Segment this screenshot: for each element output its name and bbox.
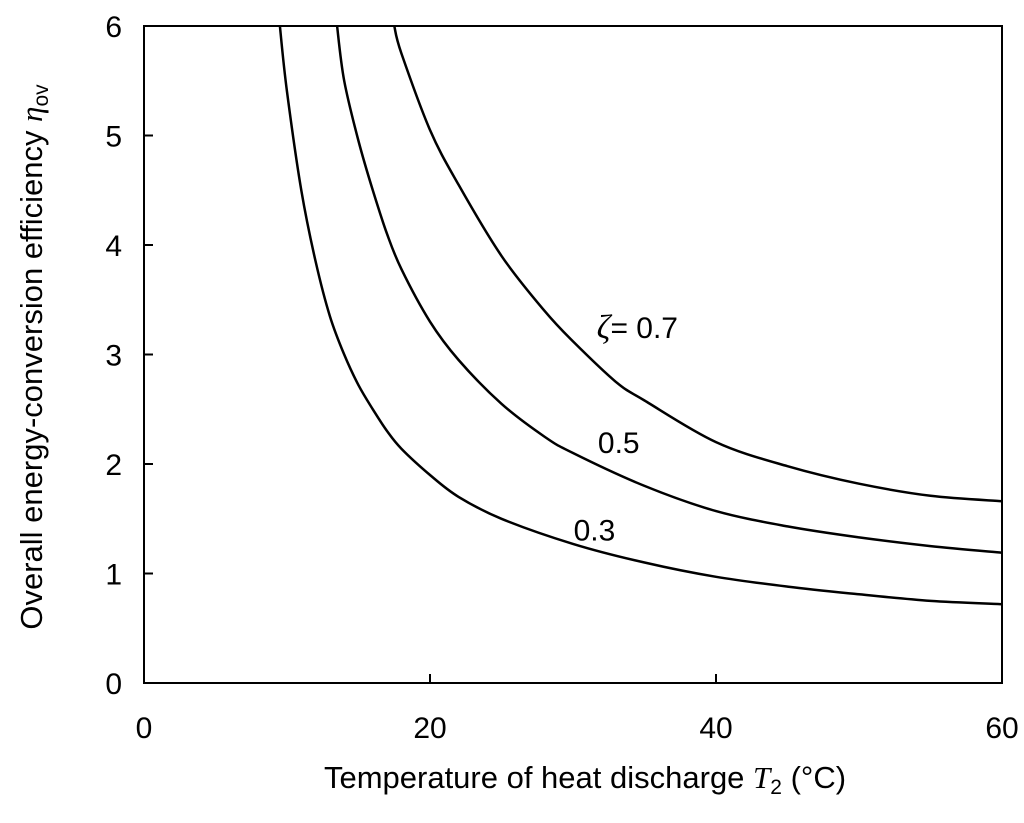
curve-label-0-3: 0.3 xyxy=(574,515,616,548)
series-layer xyxy=(278,25,1003,606)
x-axis-ticks: 0 20 40 60 xyxy=(136,674,1019,745)
y-axis-title: Overall energy-conversion efficiency ηov xyxy=(14,84,53,630)
y-tick-label: 5 xyxy=(105,121,122,154)
x-tick-label: 60 xyxy=(985,712,1018,745)
annotation-layer: ζ= 0.7 0.5 0.3 xyxy=(574,309,678,548)
y-tick-label: 6 xyxy=(105,11,122,44)
y-tick-label: 4 xyxy=(105,230,122,263)
x-tick-label: 0 xyxy=(136,712,153,745)
y-tick-label: 1 xyxy=(105,559,122,592)
series-line-0-7 xyxy=(393,25,1003,503)
x-axis-title: Temperature of heat discharge T2 (°C) xyxy=(324,760,846,799)
y-axis-ticks: 0 1 2 3 4 5 6 xyxy=(105,11,153,701)
series-line-0-5 xyxy=(335,25,1003,554)
x-tick-label: 20 xyxy=(413,712,446,745)
x-tick-label: 40 xyxy=(699,712,732,745)
y-tick-label: 2 xyxy=(105,449,122,482)
y-tick-label: 3 xyxy=(105,340,122,373)
plot-area xyxy=(143,25,1003,684)
curve-label-0-7: ζ= 0.7 xyxy=(597,309,678,346)
y-tick-label: 0 xyxy=(105,668,122,701)
curve-label-0-5: 0.5 xyxy=(598,427,640,460)
series-line-0-3 xyxy=(278,25,1003,606)
